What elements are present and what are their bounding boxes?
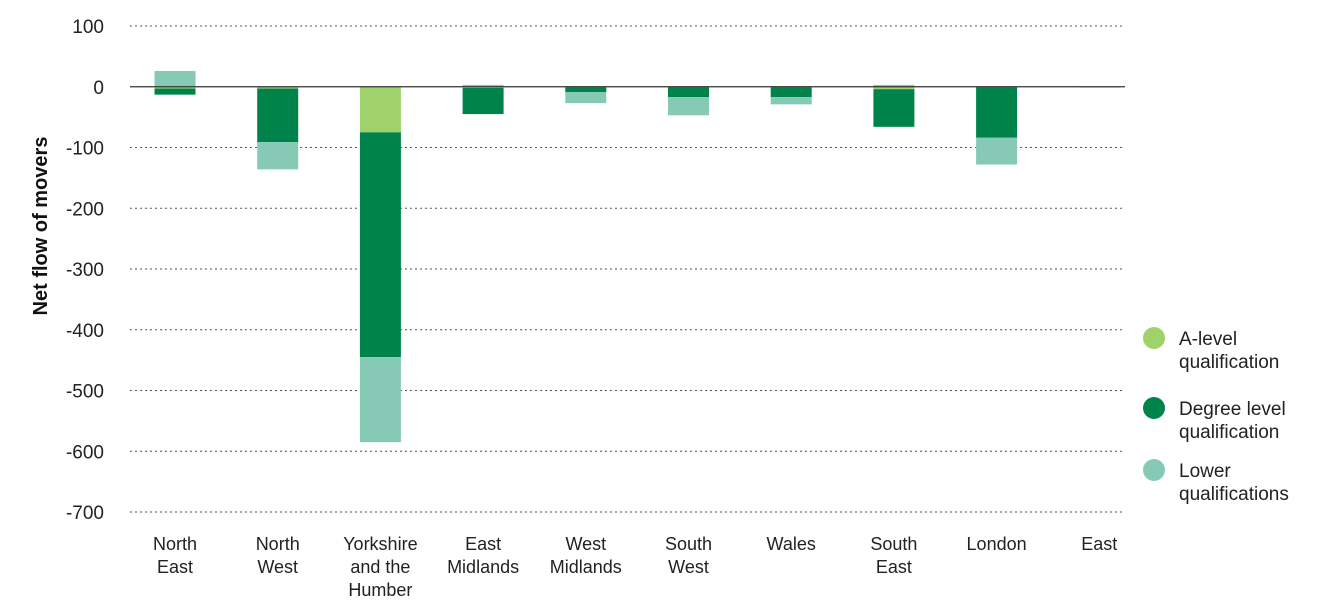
bar-segment (359, 132, 401, 358)
legend-swatch (1143, 327, 1165, 349)
x-tick-label: North East (153, 534, 197, 577)
x-tick-label: East (1081, 534, 1117, 554)
bar-segment (770, 97, 812, 105)
y-tick-label: -600 (66, 442, 104, 463)
x-tick-label: London (967, 534, 1027, 554)
bar-segment (257, 86, 299, 89)
x-tick-label: Yorkshire and the Humber (343, 534, 417, 600)
bar-segment (770, 87, 812, 98)
bar-segment (462, 84, 504, 87)
legend-label: Degree level qualification (1179, 399, 1286, 443)
x-tick-label: Wales (767, 534, 816, 554)
bar-layer (154, 70, 1120, 443)
x-tick-label: South East (870, 534, 917, 577)
legend-swatch (1143, 459, 1165, 481)
y-tick-label: -700 (66, 503, 104, 524)
legend-label: Lower qualifications (1179, 461, 1289, 505)
y-tick-label: 100 (72, 17, 104, 38)
bar-segment (668, 87, 709, 98)
legend: A-level qualification Degree level qualific… (1143, 327, 1289, 505)
y-tick-label: -500 (66, 382, 104, 403)
y-axis-title: Net flow of movers (30, 137, 52, 316)
bar-segment (873, 84, 915, 87)
bar-segment (154, 86, 196, 89)
x-tick-label: West Midlands (550, 534, 622, 577)
x-tick-label: East Midlands (447, 534, 519, 577)
y-tick-label: 0 (93, 78, 104, 99)
bar-segment (976, 87, 1018, 138)
x-tick-label: North West (256, 534, 300, 577)
bar-segment (668, 97, 709, 116)
y-tick-label: -400 (66, 321, 104, 342)
bar-segment (565, 92, 607, 104)
bar-segment (976, 137, 1018, 165)
bar-segment (257, 142, 299, 170)
y-tick-label: -300 (66, 260, 104, 281)
x-tick-label: South West (665, 534, 712, 577)
bar-segment (873, 86, 915, 90)
bar-segment (257, 88, 299, 143)
legend-swatch (1143, 397, 1165, 419)
bar-segment (154, 88, 196, 95)
bar-segment (873, 89, 915, 127)
bar-segment (359, 86, 401, 133)
bar-segment (462, 86, 504, 88)
bar-segment (359, 357, 401, 443)
bar-segment (154, 70, 196, 87)
bar-segment (462, 87, 504, 115)
y-tick-label: -200 (66, 199, 104, 220)
label-layer: 100 0 -100 -200 -300 -400 -500 -600 -700 North Eas… (66, 17, 1117, 600)
y-tick-label: -100 (66, 139, 104, 160)
bar-segment (565, 87, 607, 93)
legend-label: A-level qualification (1179, 329, 1279, 373)
